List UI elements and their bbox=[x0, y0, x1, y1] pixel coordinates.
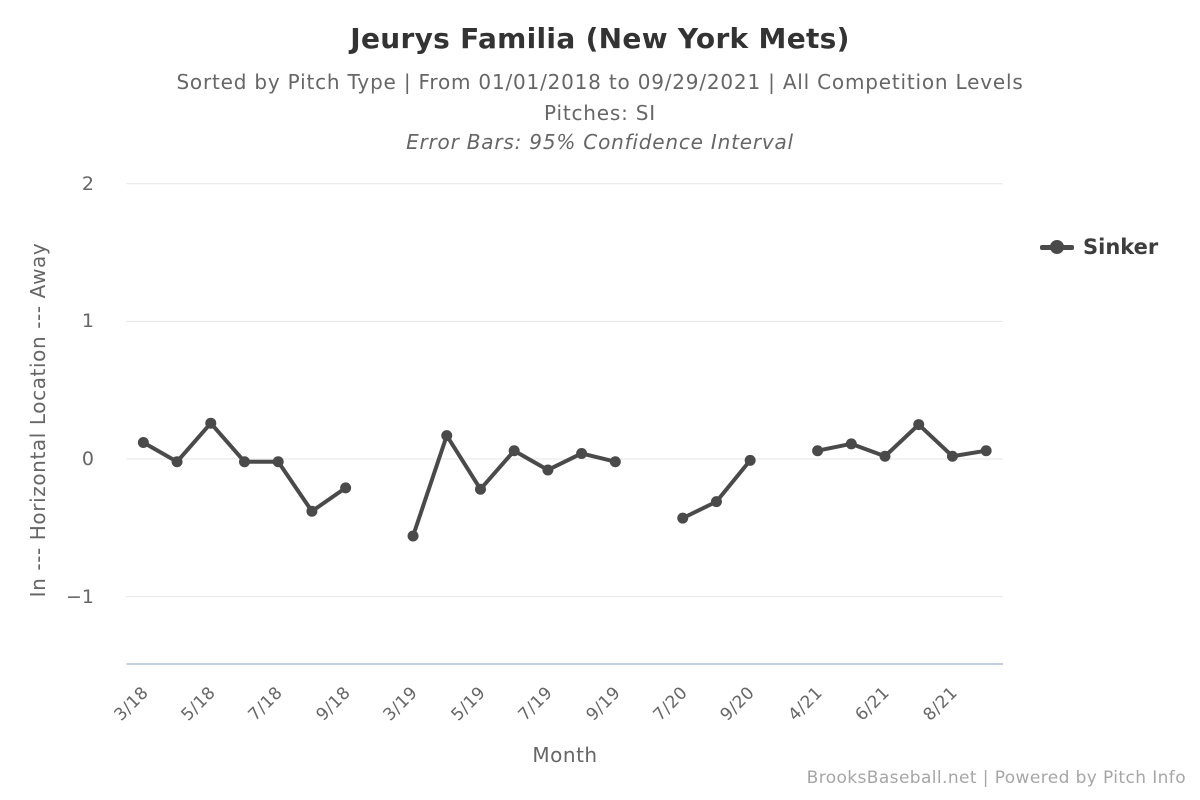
chart-subtitle: Sorted by Pitch Type | From 01/01/2018 t… bbox=[176, 70, 1024, 94]
y-tick-label: 0 bbox=[81, 447, 94, 470]
data-point-6/21[interactable] bbox=[879, 450, 891, 462]
series-line-sinker-2018 bbox=[141, 421, 348, 514]
series-line-sinker-2020 bbox=[680, 458, 753, 521]
data-point-4/18[interactable] bbox=[171, 456, 183, 468]
data-point-7/18[interactable] bbox=[272, 456, 284, 468]
data-point-9/21[interactable] bbox=[980, 445, 992, 457]
chart-subtitle-pitches: Pitches: SI bbox=[544, 101, 656, 125]
data-point-9/19[interactable] bbox=[609, 456, 621, 468]
y-tick-label: 1 bbox=[81, 310, 94, 333]
data-point-9/18[interactable] bbox=[340, 482, 352, 494]
data-point-7/20[interactable] bbox=[677, 512, 689, 524]
y-tick-label: 2 bbox=[81, 172, 94, 195]
chart-subtitle-error-bars: Error Bars: 95% Confidence Interval bbox=[406, 130, 794, 154]
series-line-sinker-2021 bbox=[815, 422, 989, 459]
data-point-7/19[interactable] bbox=[542, 464, 554, 476]
legend-label: Sinker bbox=[1083, 235, 1159, 259]
data-point-3/19[interactable] bbox=[407, 530, 419, 542]
data-point-5/21[interactable] bbox=[845, 438, 857, 450]
legend-dot-icon bbox=[1050, 240, 1064, 254]
data-point-8/20[interactable] bbox=[710, 496, 722, 508]
data-point-6/18[interactable] bbox=[238, 456, 250, 468]
footer-credit: BrooksBaseball.net | Powered by Pitch In… bbox=[806, 768, 1186, 788]
data-point-4/19[interactable] bbox=[441, 430, 453, 442]
data-point-3/18[interactable] bbox=[137, 436, 149, 448]
y-tick-label: −1 bbox=[65, 585, 94, 608]
data-point-6/19[interactable] bbox=[508, 445, 520, 457]
data-point-4/21[interactable] bbox=[812, 445, 824, 457]
data-point-7/21[interactable] bbox=[913, 419, 925, 431]
data-point-9/20[interactable] bbox=[744, 454, 756, 466]
legend-line-marker-icon bbox=[1040, 240, 1074, 254]
chart-title: Jeurys Familia (New York Mets) bbox=[350, 22, 850, 55]
x-axis-title: Month bbox=[532, 743, 598, 767]
legend-item-sinker[interactable]: Sinker bbox=[1040, 235, 1158, 259]
data-point-5/18[interactable] bbox=[205, 417, 217, 429]
data-point-8/19[interactable] bbox=[576, 447, 588, 459]
data-point-8/18[interactable] bbox=[306, 505, 318, 517]
data-point-5/19[interactable] bbox=[474, 483, 486, 495]
data-point-8/21[interactable] bbox=[946, 450, 958, 462]
